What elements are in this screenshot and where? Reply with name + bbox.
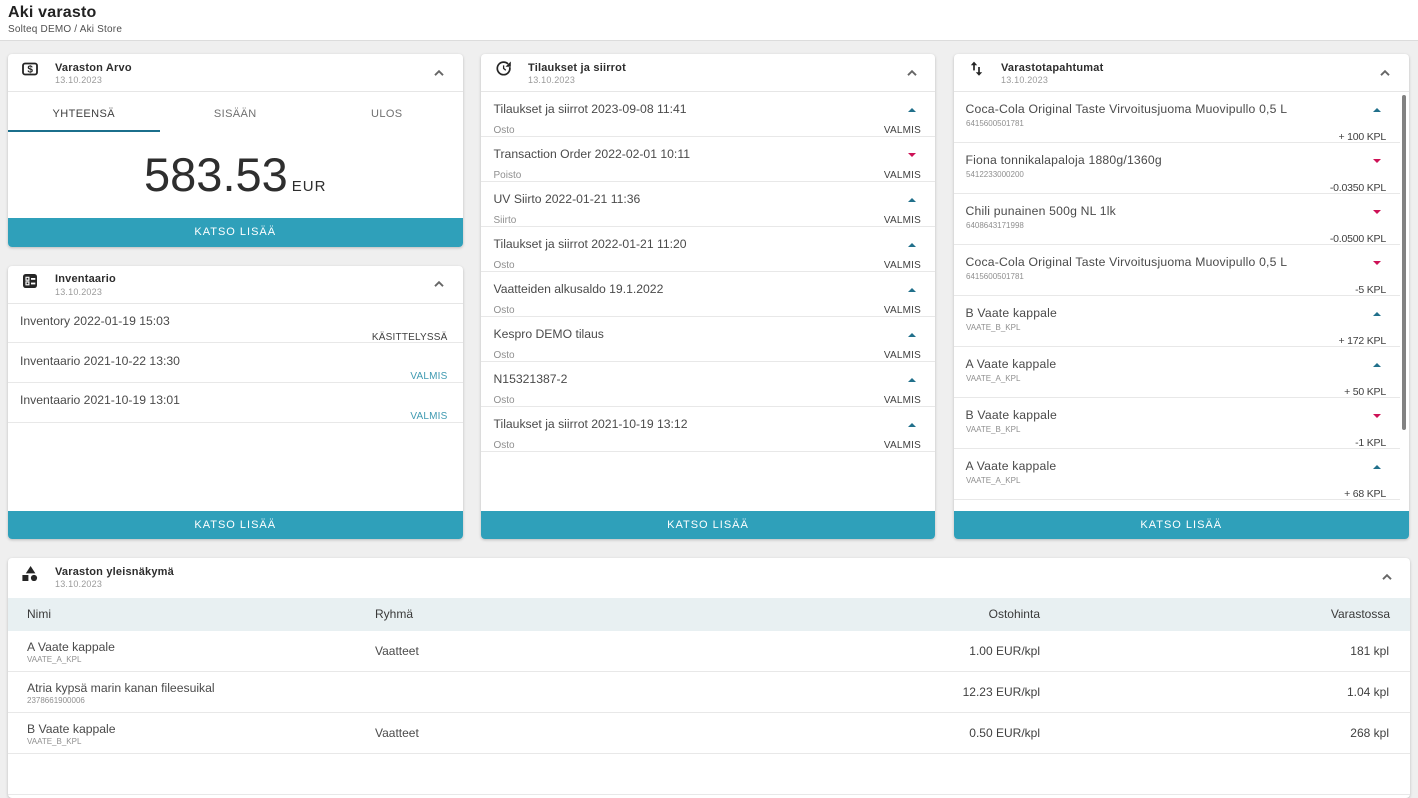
svg-text:$: $ — [27, 65, 33, 76]
